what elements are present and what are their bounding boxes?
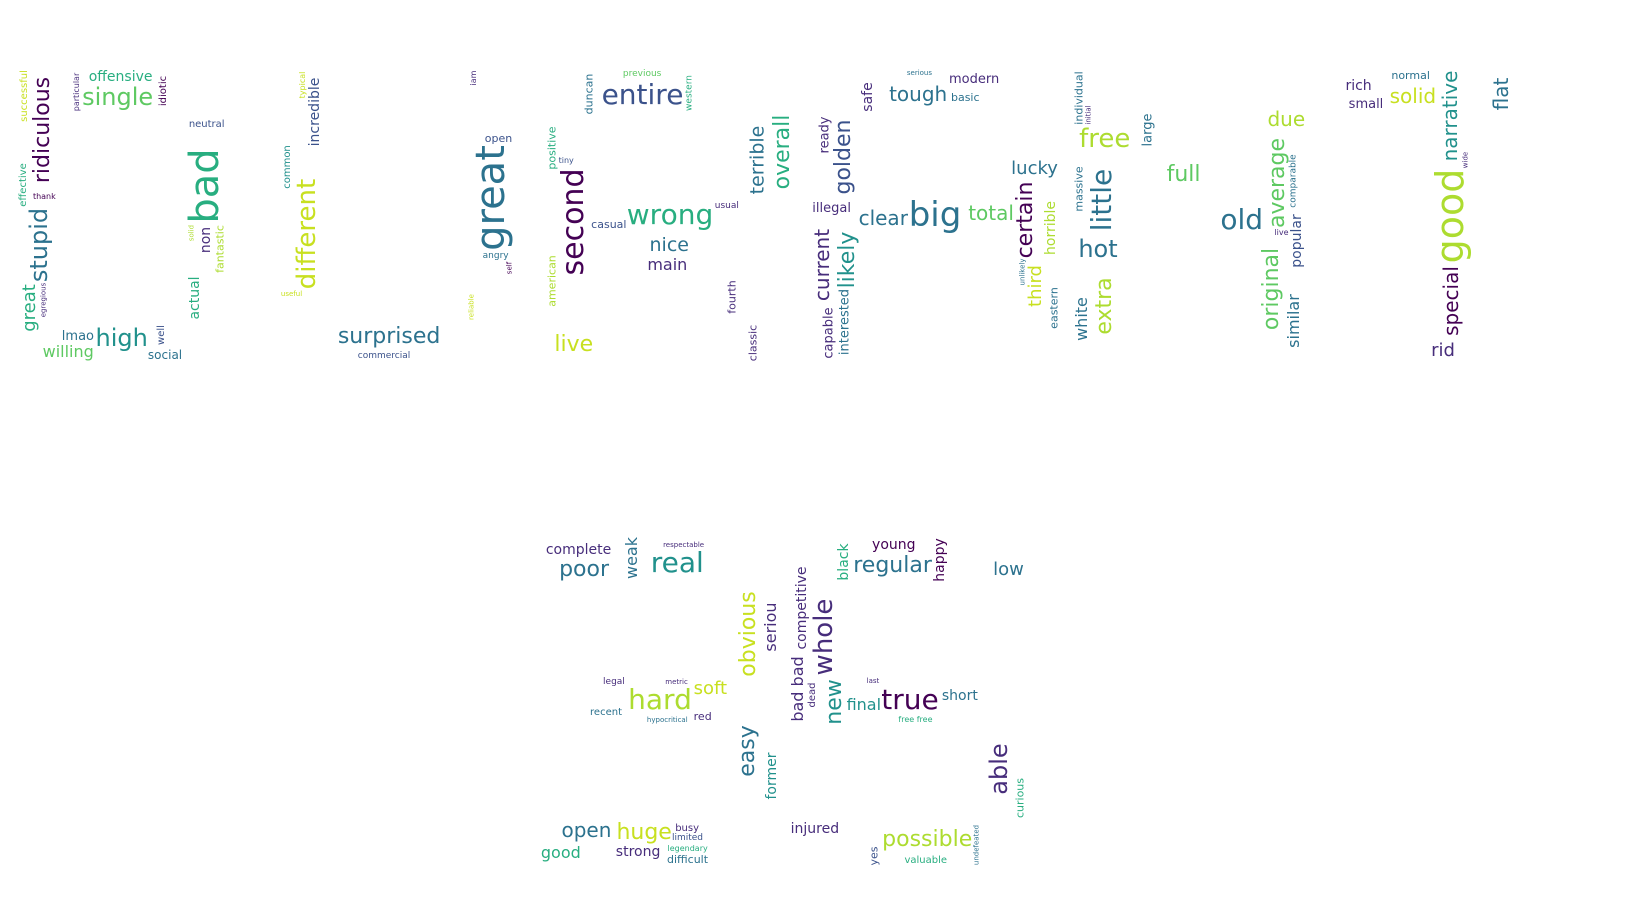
cloud-word: tough (889, 81, 948, 106)
cloud-word: tiny (558, 155, 574, 165)
cloud-word: competitive (794, 565, 811, 650)
cloud-word: valuable (904, 855, 948, 867)
cloud-word: nice (649, 233, 689, 256)
cloud-word: old (1220, 202, 1264, 236)
cloud-word: red (693, 710, 712, 724)
cloud-word: curious (1013, 778, 1027, 819)
cloud-word: usual (714, 201, 739, 212)
cloud-word: high (95, 324, 148, 353)
cloud-word: low (993, 559, 1024, 581)
cloud-word: huge (616, 819, 672, 845)
cloud-word: useful (280, 290, 303, 299)
cloud-word: normal (1391, 69, 1430, 83)
cloud-word: neutral (188, 119, 225, 131)
cloud-word: possible (882, 827, 973, 853)
cloud-word: open (561, 818, 612, 843)
cloud-word: complete (545, 542, 612, 559)
cloud-word: total (968, 201, 1014, 226)
cloud-word: serious (906, 69, 933, 78)
cloud-word: hypocritical (646, 716, 688, 725)
cloud-word: poor (559, 556, 610, 582)
cloud-word: lucky (1011, 157, 1058, 179)
cloud-word: offensive (88, 69, 153, 86)
cloud-word: live (554, 331, 594, 357)
cloud-word: able (984, 742, 1013, 795)
cloud-word: legal (603, 677, 625, 688)
cloud-word: young (872, 537, 916, 554)
cloud-word: short (941, 688, 978, 705)
cloud-word: due (1267, 106, 1306, 131)
cloud-word: happy (932, 537, 949, 582)
cloud-word: clear (858, 205, 908, 230)
cloud-word: live (1274, 228, 1289, 238)
cloud-word: thank (32, 192, 56, 202)
cloud-word: dead (806, 682, 818, 708)
cloud-word: main (647, 255, 688, 275)
cloud-word: last (866, 677, 880, 686)
cloud-word: limited (671, 833, 704, 844)
cloud-word: real (650, 546, 704, 580)
cloud-word: regular (853, 552, 932, 578)
cloud-word: previous (622, 69, 662, 80)
cloud-word: lmao (61, 328, 94, 344)
cloud-word: free free (898, 715, 933, 725)
cloud-word: surprised (337, 323, 441, 349)
cloud-word: casual (591, 218, 627, 232)
cloud-word: social (147, 348, 183, 363)
cloud-word: soft (693, 677, 728, 699)
cloud-word: hot (1078, 235, 1118, 264)
cloud-word: final (846, 695, 882, 715)
cloud-word: basic (950, 90, 980, 104)
cloud-word: angry (482, 250, 509, 261)
cloud-word: entire (601, 77, 684, 111)
cloud-word: illegal (812, 200, 851, 216)
cloud-word: good (540, 843, 581, 863)
cloud-word: busy (675, 822, 700, 834)
cloud-word: bad bad (788, 656, 808, 722)
cloud-word: rich (1345, 77, 1372, 94)
cloud-word: new (821, 678, 847, 725)
cloud-word: small (1348, 96, 1384, 112)
cloud-word: hard (628, 683, 692, 717)
cloud-word: wrong (626, 198, 714, 232)
cloud-word: difficult (666, 853, 709, 867)
cloud-word: full (1166, 162, 1201, 188)
cloud-word: rid (1431, 339, 1455, 361)
cloud-word: willing (42, 342, 94, 362)
cloud-word: metric (665, 677, 688, 686)
cloud-word: respectable (663, 540, 705, 549)
cloud-word: whole (808, 598, 839, 676)
cloud-word: commercial (357, 351, 411, 362)
cloud-word: true (881, 683, 939, 717)
cloud-word: legendary (667, 844, 708, 854)
cloud-word: yes (867, 846, 881, 866)
cloud-word: free (1079, 123, 1131, 154)
cloud-word: injured (790, 820, 840, 837)
cloud-word: recent (590, 706, 622, 718)
cloud-word: single (82, 83, 154, 112)
cloud-word: open (484, 131, 513, 145)
cloud-word: big (908, 195, 962, 236)
cloud-word: solid (1389, 83, 1437, 108)
cloud-word: black (836, 542, 853, 581)
cloud-word: undefeated (972, 825, 981, 866)
cloud-word: strong (615, 843, 661, 860)
cloud-word: modern (949, 71, 1000, 87)
